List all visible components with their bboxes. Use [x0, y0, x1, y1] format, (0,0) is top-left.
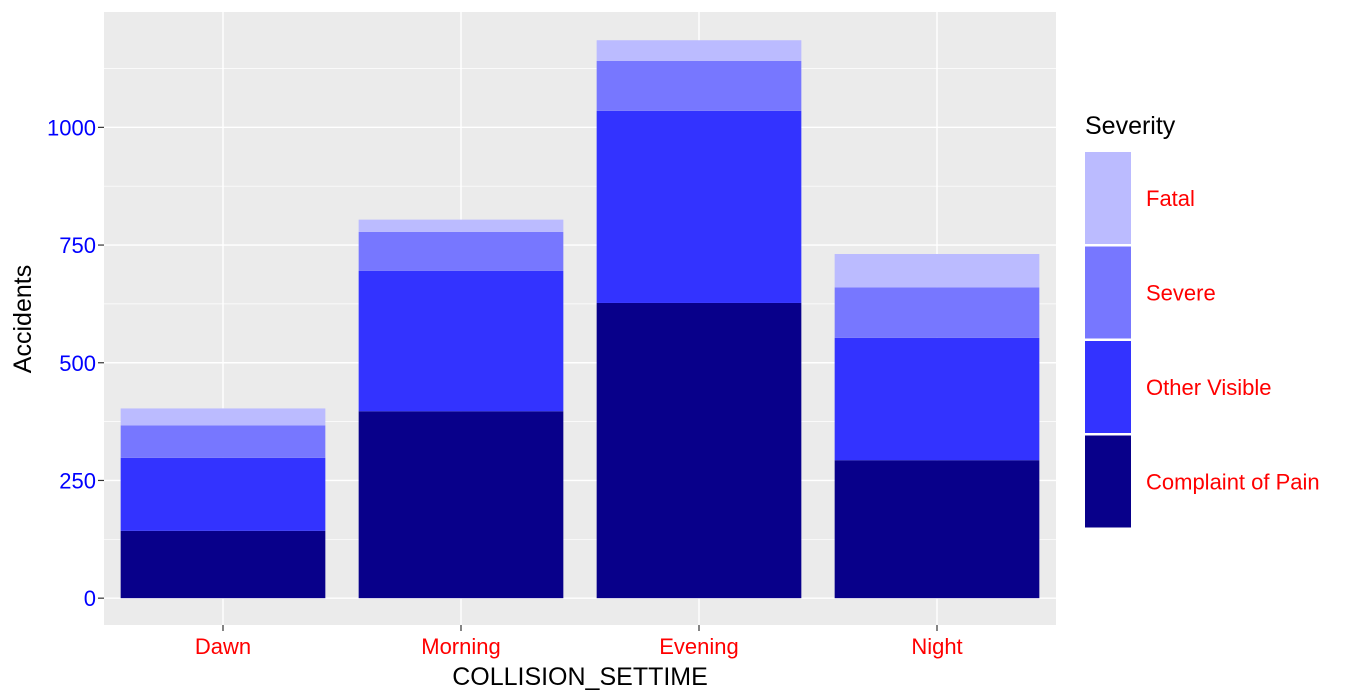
legend-label-other-visible: Other Visible: [1146, 375, 1272, 400]
x-axis-ticks: Dawn Morning Evening Night: [195, 625, 963, 659]
bar-dawn-fatal: [120, 408, 326, 426]
bar-dawn-severe: [120, 425, 326, 458]
legend-key-complaint-of-pain: [1085, 435, 1131, 528]
bar-dawn-other-visible: [120, 457, 326, 531]
x-tick-label: Dawn: [195, 634, 251, 659]
bar-night-complaint-of-pain: [834, 460, 1040, 599]
y-tick-label: 1000: [47, 115, 96, 140]
bar-evening-other-visible: [596, 110, 802, 303]
legend: Severity Fatal Severe Other Visible Complai…: [1085, 112, 1320, 528]
y-tick-label: 250: [59, 468, 96, 493]
bars: [120, 40, 1040, 599]
legend-key-severe: [1085, 246, 1131, 339]
bar-evening-severe: [596, 60, 802, 111]
bar-night-severe: [834, 287, 1040, 338]
bar-morning-other-visible: [358, 270, 564, 412]
legend-key-other-visible: [1085, 341, 1131, 433]
x-tick-label: Night: [911, 634, 962, 659]
y-tick-label: 750: [59, 233, 96, 258]
y-axis-ticks: 0 250 500 750 1000: [47, 115, 104, 611]
bar-evening-complaint-of-pain: [596, 302, 802, 599]
legend-label-fatal: Fatal: [1146, 186, 1195, 211]
legend-label-severe: Severe: [1146, 281, 1216, 306]
y-tick-label: 500: [59, 351, 96, 376]
legend-title: Severity: [1085, 112, 1176, 140]
bar-evening-fatal: [596, 40, 802, 61]
bar-morning-complaint-of-pain: [358, 411, 564, 599]
x-axis-title: COLLISION_SETTIME: [452, 663, 708, 691]
y-tick-label: 0: [84, 586, 96, 611]
x-tick-label: Evening: [659, 634, 739, 659]
bar-morning-severe: [358, 231, 564, 271]
x-tick-label: Morning: [421, 634, 500, 659]
bar-night-other-visible: [834, 337, 1040, 461]
legend-label-complaint-of-pain: Complaint of Pain: [1146, 470, 1320, 495]
legend-key-fatal: [1085, 152, 1131, 244]
bar-night-fatal: [834, 253, 1040, 288]
bar-morning-fatal: [358, 219, 564, 232]
bar-dawn-complaint-of-pain: [120, 530, 326, 599]
y-axis-title: Accidents: [9, 265, 37, 373]
